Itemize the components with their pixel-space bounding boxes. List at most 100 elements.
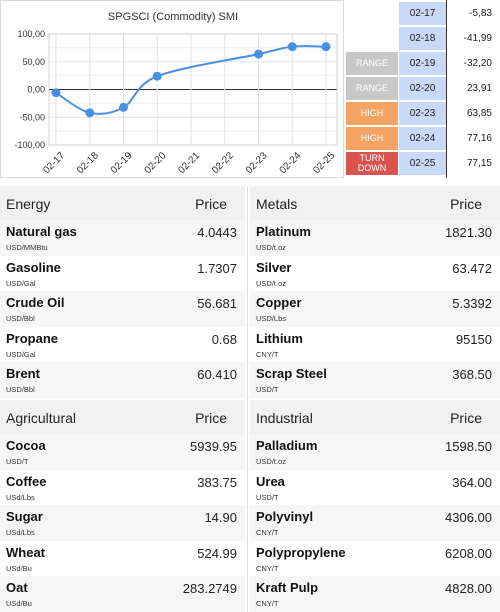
y-tick-label: 50,00 bbox=[22, 57, 45, 67]
agricultural-title: Agricultural bbox=[6, 410, 77, 426]
signal-divider bbox=[446, 0, 447, 178]
commodity-row[interactable]: Scrap Steel USD/T 368.50 bbox=[250, 362, 500, 398]
commodity-unit: USD/T bbox=[6, 457, 29, 466]
commodity-price: 14.90 bbox=[204, 510, 237, 525]
metals-price-header: Price bbox=[450, 196, 482, 212]
signal-date: 02-24 bbox=[399, 127, 446, 150]
commodity-row[interactable]: Gasoline USD/Gal 1.7307 bbox=[0, 256, 245, 292]
industrial-header: Industrial Price bbox=[250, 400, 500, 434]
commodity-row[interactable]: Brent USD/Bbl 60.410 bbox=[0, 362, 245, 398]
commodity-name: Brent bbox=[6, 366, 40, 381]
commodity-row[interactable]: Urea USD/T 364.00 bbox=[250, 470, 500, 506]
x-tick-label: 02-24 bbox=[278, 150, 304, 176]
data-point bbox=[254, 49, 263, 59]
commodity-unit: USd/Bu bbox=[6, 563, 32, 573]
signal-date: 02-18 bbox=[399, 27, 446, 50]
industrial-title: Industrial bbox=[256, 410, 313, 426]
commodity-name: Scrap Steel bbox=[256, 366, 327, 381]
commodity-price: 60.410 bbox=[197, 367, 237, 382]
commodity-row[interactable]: Platinum USD/t.oz 1821.30 bbox=[250, 220, 500, 256]
commodity-price: 364.00 bbox=[452, 474, 492, 490]
commodity-row[interactable]: Kraft Pulp CNY/T 4828.00 bbox=[250, 576, 500, 612]
commodity-row[interactable]: Copper USD/Lbs 5.3392 bbox=[250, 291, 500, 327]
x-tick-label: 02-19 bbox=[109, 150, 135, 176]
plot-area bbox=[48, 33, 338, 146]
commodity-price: 368.50 bbox=[452, 367, 492, 382]
smi-chart-svg: SPGSCI (Commodity) SMI 100,00 50,00 0,00 -50… bbox=[14, 11, 338, 176]
metals-header: Metals Price bbox=[250, 186, 500, 220]
signal-value: -5,83 bbox=[469, 8, 492, 19]
commodity-unit: USd/Lbs bbox=[6, 492, 35, 502]
data-point bbox=[287, 42, 297, 52]
commodity-name: Coffee bbox=[6, 473, 47, 489]
commodity-price: 1821.30 bbox=[445, 225, 492, 240]
commodity-price: 95150 bbox=[455, 331, 492, 347]
signal-row: RANGE 02-20 23,91 bbox=[344, 77, 500, 100]
commodity-price: 4828.00 bbox=[445, 581, 492, 596]
commodity-name: Sugar bbox=[6, 509, 43, 524]
commodity-row[interactable]: Polypropylene CNY/T 6208.00 bbox=[250, 541, 500, 577]
energy-header: Energy Price bbox=[0, 186, 245, 220]
x-tick-label: 02-25 bbox=[311, 150, 337, 176]
x-tick-label: 02-21 bbox=[176, 150, 202, 176]
commodity-row[interactable]: Propane USD/Gal 0.68 bbox=[0, 327, 245, 363]
signal-date: 02-25 bbox=[399, 152, 446, 175]
y-tick-label: -50,00 bbox=[19, 112, 45, 122]
signal-table: 02-17 -5,83 02-18 -41,99 RANGE 02-19 -32,20 RAN… bbox=[344, 0, 500, 178]
y-tick-label: 100,00 bbox=[17, 29, 45, 39]
signal-row: HIGH 02-23 63,85 bbox=[344, 102, 500, 125]
commodity-row[interactable]: Lithium CNY/T 95150 bbox=[250, 327, 500, 363]
commodity-name: Polyvinyl bbox=[256, 509, 314, 524]
commodity-unit: CNY/T bbox=[256, 599, 279, 608]
data-point bbox=[85, 108, 95, 118]
commodity-row[interactable]: Natural gas USD/MMBtu 4.0443 bbox=[0, 220, 245, 256]
commodity-name: Urea bbox=[256, 473, 285, 489]
commodity-name: Gasoline bbox=[6, 259, 61, 275]
commodity-row[interactable]: Oat USd/Bu 283.2749 bbox=[0, 576, 245, 612]
commodity-name: Wheat bbox=[6, 544, 45, 560]
commodity-row[interactable]: Sugar USd/Lbs 14.90 bbox=[0, 505, 245, 541]
commodity-row[interactable]: Cocoa USD/T 5939.95 bbox=[0, 434, 245, 470]
commodity-name: Propane bbox=[6, 330, 59, 346]
commodity-name: Lithium bbox=[256, 330, 303, 346]
signal-label: RANGE bbox=[346, 52, 398, 75]
signal-label: HIGH bbox=[346, 102, 398, 125]
signal-row: RANGE 02-19 -32,20 bbox=[344, 52, 500, 75]
commodity-row[interactable]: Polyvinyl CNY/T 4306.00 bbox=[250, 505, 500, 541]
commodity-price: 63.472 bbox=[452, 260, 492, 276]
commodity-unit: USD/Gal bbox=[6, 349, 36, 359]
smi-chart: SPGSCI (Commodity) SMI 100,00 50,00 0,00 -50… bbox=[0, 0, 344, 178]
data-point bbox=[321, 42, 331, 52]
energy-price-header: Price bbox=[195, 196, 227, 212]
commodity-unit: USD/t.oz bbox=[256, 243, 287, 252]
commodity-row[interactable]: Coffee USd/Lbs 383.75 bbox=[0, 470, 245, 506]
commodity-row[interactable]: Palladium USD/t.oz 1598.50 bbox=[250, 434, 500, 470]
commodity-price: 5939.95 bbox=[190, 439, 237, 454]
commodity-name: Platinum bbox=[256, 224, 311, 239]
commodity-row[interactable]: Silver USD/t.oz 63.472 bbox=[250, 256, 500, 292]
signal-date: 02-19 bbox=[399, 52, 446, 75]
signal-value: 77,16 bbox=[466, 133, 492, 144]
commodity-price: 283.2749 bbox=[182, 581, 237, 596]
signal-row: TURN DOWN 02-25 77,15 bbox=[344, 152, 500, 175]
metals-panel: Metals Price Platinum USD/t.oz 1821.30 Silv… bbox=[250, 186, 500, 398]
data-point bbox=[119, 102, 128, 112]
commodity-unit: USD/T bbox=[256, 385, 279, 394]
commodity-unit: USD/Lbs bbox=[256, 314, 287, 323]
commodity-price: 1598.50 bbox=[445, 439, 492, 454]
commodity-row[interactable]: Wheat USd/Bu 524.99 bbox=[0, 541, 245, 577]
commodity-name: Oat bbox=[6, 580, 28, 595]
signal-value: 23,91 bbox=[466, 83, 492, 94]
commodity-price: 1.7307 bbox=[197, 260, 237, 276]
energy-panel: Energy Price Natural gas USD/MMBtu 4.0443 G… bbox=[0, 186, 245, 398]
commodity-unit: USd/Lbs bbox=[6, 528, 35, 537]
signal-label: HIGH bbox=[346, 127, 398, 150]
commodity-row[interactable]: Crude Oil USD/Bbl 56.681 bbox=[0, 291, 245, 327]
commodity-name: Crude Oil bbox=[6, 295, 65, 310]
commodity-unit: USD/t.oz bbox=[256, 457, 287, 466]
metals-title: Metals bbox=[256, 196, 298, 212]
energy-title: Energy bbox=[6, 196, 51, 212]
signal-value: -41,99 bbox=[463, 33, 492, 44]
x-tick-label: 02-22 bbox=[210, 150, 236, 176]
signal-date: 02-17 bbox=[399, 2, 446, 25]
